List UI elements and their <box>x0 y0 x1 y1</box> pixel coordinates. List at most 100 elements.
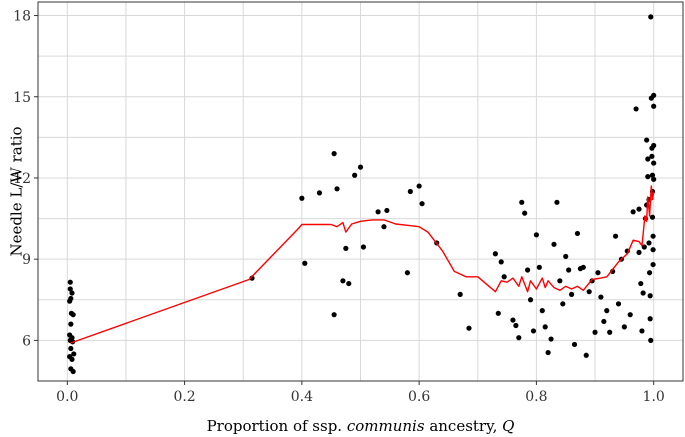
y-tick-label: 6 <box>22 333 31 349</box>
data-point <box>346 280 352 287</box>
grid-lines <box>38 2 683 381</box>
data-point <box>583 352 589 358</box>
data-point <box>580 264 586 270</box>
data-point <box>513 322 519 329</box>
data-point <box>612 233 619 239</box>
data-point <box>495 310 501 316</box>
x-tick-label: 0.6 <box>408 389 430 405</box>
y-tick-label: 15 <box>13 90 31 106</box>
data-point <box>651 103 657 109</box>
data-point <box>650 233 656 239</box>
data-point <box>68 345 74 352</box>
data-point <box>646 270 653 276</box>
data-point <box>404 270 411 276</box>
data-point <box>595 270 601 276</box>
data-point <box>542 324 548 330</box>
data-point <box>554 199 560 205</box>
data-point <box>560 301 566 307</box>
data-point <box>648 14 654 20</box>
data-point <box>645 174 651 180</box>
scatter-points <box>67 14 657 375</box>
data-point <box>650 247 656 253</box>
data-point <box>357 164 364 170</box>
data-point <box>571 341 578 348</box>
data-point <box>648 337 654 343</box>
data-point <box>627 312 633 318</box>
data-point <box>638 280 644 287</box>
data-point <box>533 232 540 238</box>
data-point <box>651 160 657 166</box>
data-point <box>539 308 545 314</box>
data-point <box>498 259 504 265</box>
data-point <box>70 368 76 375</box>
data-point <box>649 172 656 178</box>
data-point <box>419 201 425 207</box>
data-point <box>545 349 551 356</box>
x-tick-label: 0.8 <box>525 389 547 405</box>
y-tick-label: 9 <box>22 252 31 268</box>
data-point <box>501 274 507 280</box>
data-point <box>316 190 323 196</box>
data-point <box>530 328 537 334</box>
data-point <box>525 267 531 273</box>
data-point <box>651 142 657 149</box>
data-point <box>331 151 337 157</box>
data-point <box>566 267 572 273</box>
x-tick-label: 0.0 <box>56 389 78 405</box>
data-point <box>360 244 367 250</box>
data-point <box>647 293 653 299</box>
x-axis-title-italic: communis <box>347 417 425 435</box>
y-tick-label: 18 <box>13 9 31 25</box>
data-point <box>647 316 653 322</box>
y-axis: 6 9 12 15 18 <box>13 9 38 349</box>
x-axis-title-variable: Q <box>502 417 514 435</box>
x-axis-title-prefix: Proportion of ssp. <box>207 417 347 435</box>
data-point <box>615 301 622 307</box>
data-point <box>551 241 557 247</box>
y-axis-title: Needle L/W ratio <box>7 126 25 256</box>
data-point <box>334 186 340 192</box>
plot-series <box>67 14 657 375</box>
data-point <box>651 176 657 182</box>
data-point <box>375 209 381 215</box>
data-point <box>69 356 75 362</box>
data-point <box>649 214 656 220</box>
data-point <box>641 244 647 250</box>
data-point <box>568 291 575 297</box>
data-point <box>522 210 528 216</box>
data-point <box>516 335 522 341</box>
data-point <box>416 183 422 189</box>
data-point <box>381 224 387 230</box>
data-point <box>630 209 636 215</box>
data-point <box>598 294 604 300</box>
data-point <box>67 298 73 304</box>
data-point <box>510 317 516 323</box>
data-point <box>592 329 598 335</box>
data-point <box>607 329 613 335</box>
data-point <box>563 253 569 260</box>
data-point <box>466 325 472 331</box>
data-point <box>457 291 463 297</box>
x-axis: 0.0 0.2 0.4 0.6 0.8 1.0 <box>56 381 665 405</box>
data-point <box>601 318 607 325</box>
data-point <box>407 188 413 195</box>
y-tick-label: 12 <box>13 171 31 187</box>
data-point <box>70 312 76 318</box>
data-point <box>548 336 554 342</box>
data-point <box>536 264 542 270</box>
x-tick-label: 0.4 <box>291 389 313 405</box>
data-point <box>621 324 627 330</box>
data-point <box>633 106 639 112</box>
data-point <box>646 240 652 246</box>
data-point <box>640 290 646 296</box>
data-point <box>651 92 657 98</box>
x-tick-label: 1.0 <box>643 389 665 405</box>
data-point <box>636 206 642 212</box>
data-point <box>644 137 650 143</box>
data-point <box>650 261 656 268</box>
data-point <box>636 249 642 256</box>
data-point <box>331 312 337 318</box>
data-point <box>69 290 75 296</box>
plot-panel-border <box>37 1 684 382</box>
